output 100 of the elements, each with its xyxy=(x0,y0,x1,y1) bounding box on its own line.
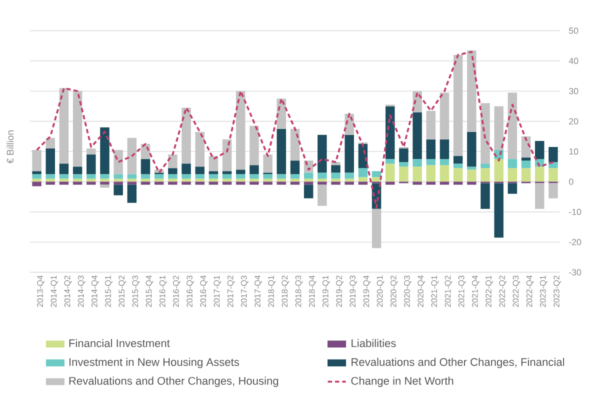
bar xyxy=(453,168,463,182)
bar xyxy=(59,182,69,185)
bar xyxy=(59,164,69,174)
bar xyxy=(276,174,286,179)
x-tick-label: 2015-Q4 xyxy=(146,275,154,307)
bar xyxy=(290,178,300,182)
bar xyxy=(467,132,476,167)
x-tick-label: 2013-Q4 xyxy=(37,275,44,307)
legend-label: Revaluations and Other Changes, Housing xyxy=(69,376,278,387)
bar xyxy=(386,182,395,185)
bar xyxy=(344,182,354,185)
x-tick-label: 2021-Q1 xyxy=(431,276,439,307)
legend-label: Revaluations and Other Changes, Financial xyxy=(352,358,564,368)
bar xyxy=(426,159,436,166)
bar xyxy=(208,174,218,179)
bar xyxy=(46,182,56,185)
y-tick-label: 30 xyxy=(569,88,578,94)
bar xyxy=(440,139,450,160)
bar xyxy=(412,159,422,167)
x-tick-label: 2022-Q3 xyxy=(512,276,520,307)
bar xyxy=(236,178,246,182)
line-series xyxy=(36,50,554,208)
bar xyxy=(372,208,382,248)
bar xyxy=(100,178,110,182)
bar xyxy=(386,159,395,164)
bar xyxy=(399,162,408,167)
bar xyxy=(426,139,436,160)
bar xyxy=(46,148,56,174)
bar xyxy=(168,182,178,185)
bar xyxy=(534,166,544,182)
bar xyxy=(399,148,408,162)
bar xyxy=(236,182,246,185)
bar xyxy=(154,174,164,179)
bar xyxy=(208,171,218,174)
bar xyxy=(182,178,191,182)
bar xyxy=(426,165,436,182)
bar xyxy=(304,172,314,179)
bar xyxy=(548,168,558,182)
bar xyxy=(440,92,450,140)
bar xyxy=(32,174,42,179)
bar xyxy=(534,140,544,160)
x-tick-label: 2018-Q2 xyxy=(282,276,290,307)
bar xyxy=(208,178,218,182)
bar xyxy=(426,110,436,140)
x-tick-label: 2017-Q1 xyxy=(214,276,222,307)
bar xyxy=(222,171,232,174)
bar xyxy=(32,171,42,174)
bar xyxy=(521,160,531,168)
bar xyxy=(453,156,463,164)
bar xyxy=(440,182,450,185)
bar xyxy=(46,138,56,148)
bar xyxy=(208,182,218,185)
bar xyxy=(467,170,476,182)
x-tick-label: 2014-Q2 xyxy=(64,276,72,307)
bar xyxy=(480,168,490,182)
bar xyxy=(222,139,232,172)
bar xyxy=(46,178,56,182)
bar xyxy=(331,165,340,173)
legend-label: Change in Net Worth xyxy=(351,376,454,387)
bar xyxy=(86,154,96,174)
x-tick-label: 2019-Q2 xyxy=(336,276,344,307)
bar xyxy=(182,108,191,164)
bar xyxy=(86,174,96,179)
bar xyxy=(208,156,218,172)
bar xyxy=(318,184,327,206)
bar xyxy=(508,159,518,168)
x-tick-label: 2020-Q1 xyxy=(376,276,384,307)
bar xyxy=(154,182,164,185)
bar xyxy=(290,160,300,174)
bar xyxy=(412,166,422,182)
bar xyxy=(127,138,137,174)
x-tick-label: 2017-Q4 xyxy=(254,275,262,307)
bar xyxy=(318,178,327,182)
bar xyxy=(467,182,476,185)
bar xyxy=(521,158,531,161)
bar xyxy=(453,182,463,185)
bar xyxy=(114,184,123,196)
bar xyxy=(140,159,150,174)
bar xyxy=(127,184,137,203)
bar xyxy=(236,170,246,174)
bar xyxy=(344,178,354,182)
bar xyxy=(453,164,463,168)
bar xyxy=(508,183,518,194)
bar xyxy=(304,184,314,198)
x-tick-label: 2019-Q4 xyxy=(363,275,371,307)
y-axis-title: € Billion xyxy=(6,130,14,164)
bar xyxy=(86,148,96,155)
x-tick-label: 2019-Q1 xyxy=(322,276,330,307)
x-tick-label: 2017-Q3 xyxy=(240,276,248,307)
bar xyxy=(168,178,178,182)
bar xyxy=(290,128,300,161)
bar xyxy=(72,182,82,185)
x-tick-label: 2021-Q4 xyxy=(472,275,480,307)
bar xyxy=(236,91,246,170)
x-tick-label: 2018-Q3 xyxy=(295,276,303,307)
bar xyxy=(263,182,272,185)
x-tick-label: 2020-Q2 xyxy=(390,276,398,307)
bar xyxy=(548,183,558,198)
bar xyxy=(304,182,314,185)
bar xyxy=(358,182,368,185)
